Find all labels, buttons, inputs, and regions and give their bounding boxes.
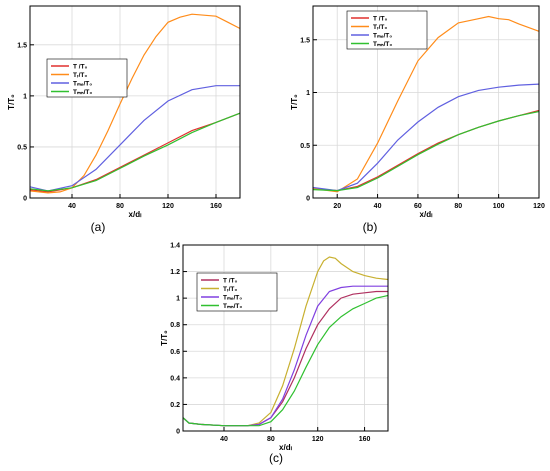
y-axis-label-c: T/T₀ xyxy=(160,330,169,346)
series-line-b-3 xyxy=(312,110,540,192)
x-tick-label-c-1: 80 xyxy=(267,436,275,443)
y-tick-label-c-5: 1 xyxy=(176,296,180,303)
chart-c: 40 80 120 160 0 0.2 0.4 0.6 0.8 1 1.2 1.4 x/dₗ T/T₀ T … xyxy=(160,243,389,452)
x-tick-label-c-0: 40 xyxy=(220,436,228,443)
series-line-c-3 xyxy=(182,294,389,427)
x-tick-label-b-0: 20 xyxy=(333,203,341,210)
legend-label-c-0: T /T₀ xyxy=(223,278,238,285)
x-axis-label-a: x/dₗ xyxy=(129,210,143,219)
x-tick-label-c-3: 160 xyxy=(359,436,371,443)
y-axis-label-b: T/T₀ xyxy=(290,94,299,110)
legend-label-a-3: Tₘₙ/T₀ xyxy=(73,89,92,96)
y-tick-label-a-2: 1 xyxy=(23,93,27,100)
x-tick-label-a-2: 120 xyxy=(162,203,174,210)
x-axis-label-c: x/dₗ xyxy=(279,443,293,452)
y-tick-label-c-1: 0.2 xyxy=(170,402,180,409)
legend-label-c-3: Tₘₙ/T₀ xyxy=(223,303,242,310)
y-tick-label-c-4: 0.8 xyxy=(170,322,180,329)
legend-label-b-1: Tᵣ/T₀ xyxy=(373,24,387,31)
legend-label-a-0: T /T₀ xyxy=(73,64,88,71)
y-tick-label-c-2: 0.4 xyxy=(170,375,180,382)
legend-label-c-1: Tᵣ/T₀ xyxy=(223,286,237,293)
y-tick-label-b-2: 1 xyxy=(306,90,310,97)
chart-b: 20 40 60 80 100 120 0 0.5 1 1.5 x/dₗ T/T₀ T /T₀Tᵣ/T₀… xyxy=(290,5,545,219)
plot-frame-b xyxy=(312,5,540,199)
y-tick-label-a-1: 0.5 xyxy=(17,144,27,151)
x-tick-label-a-3: 160 xyxy=(210,203,222,210)
x-axis-label-b: x/dₗ xyxy=(420,210,434,219)
x-tick-label-a-1: 80 xyxy=(116,203,124,210)
x-tick-label-b-4: 100 xyxy=(493,203,505,210)
legend-label-b-2: Tₘₑ/T₀ xyxy=(373,33,392,40)
legend-label-a-1: Tᵣ/T₀ xyxy=(73,72,87,79)
x-tick-label-b-3: 80 xyxy=(454,203,462,210)
subfigure-label-c: (c) xyxy=(269,451,283,465)
legend-label-a-2: Tₘₑ/T₀ xyxy=(73,81,92,88)
series-line-b-1 xyxy=(312,15,540,193)
grid-a xyxy=(30,6,240,199)
series-line-b-2 xyxy=(312,83,540,192)
y-tick-label-c-3: 0.6 xyxy=(170,349,180,356)
legend-label-c-2: Tₘₑ/T₀ xyxy=(223,295,242,302)
plot-frame-c xyxy=(182,244,389,432)
plot-frame-a xyxy=(29,5,241,199)
x-tick-label-c-2: 120 xyxy=(312,436,324,443)
x-tick-label-b-5: 120 xyxy=(533,203,545,210)
series-line-a-2 xyxy=(29,85,240,192)
subfigure-label-b: (b) xyxy=(363,220,378,234)
x-tick-label-b-1: 40 xyxy=(374,203,382,210)
y-tick-label-a-3: 1.5 xyxy=(17,42,27,49)
series-line-a-1 xyxy=(29,13,241,194)
y-tick-label-b-3: 1.5 xyxy=(300,37,310,44)
x-tick-label-a-0: 40 xyxy=(68,203,76,210)
y-tick-label-c-6: 1.2 xyxy=(170,269,180,276)
y-tick-label-b-0: 0 xyxy=(306,196,310,203)
y-tick-label-c-7: 1.4 xyxy=(170,243,180,250)
subfigure-label-a: (a) xyxy=(91,220,106,234)
legend-label-b-3: Tₘₙ/T₀ xyxy=(373,41,392,48)
y-tick-label-c-0: 0 xyxy=(176,429,180,436)
legend-label-b-0: T /T₀ xyxy=(373,16,388,23)
x-tick-label-b-2: 60 xyxy=(414,203,422,210)
y-tick-label-b-1: 0.5 xyxy=(300,143,310,150)
series-line-a-3 xyxy=(29,112,241,192)
y-axis-label-a: T/T₀ xyxy=(7,94,16,110)
y-tick-label-a-0: 0 xyxy=(23,196,27,203)
